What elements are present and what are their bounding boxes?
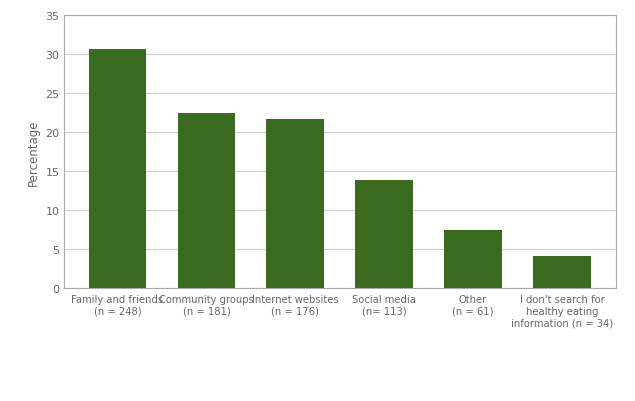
Bar <box>89 50 147 289</box>
Bar <box>267 119 324 289</box>
Bar <box>355 180 413 289</box>
Bar <box>533 256 591 289</box>
Bar <box>444 230 502 289</box>
Bar <box>178 114 236 289</box>
Y-axis label: Percentage: Percentage <box>27 119 39 186</box>
